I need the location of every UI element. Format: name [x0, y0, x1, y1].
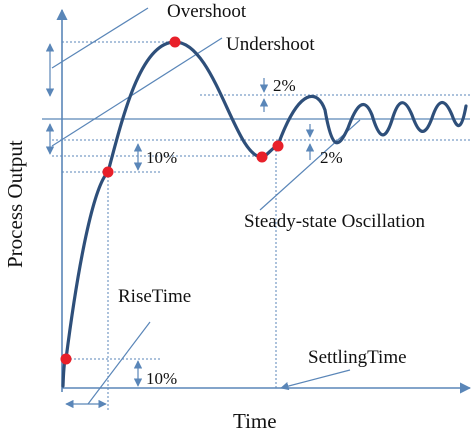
marker-peak-overshoot: [169, 36, 181, 48]
curve-markers: [60, 36, 284, 365]
undershoot-label: Undershoot: [226, 34, 315, 55]
marker-ninety-percent-point: [102, 166, 114, 178]
ten-percent-bottom-label: 10%: [146, 369, 177, 388]
dimension-arrows: [45, 43, 351, 409]
settling-time-arrow: [280, 369, 351, 391]
overshoot-label: Overshoot: [167, 1, 247, 22]
steady-state-oscillation-label: Steady-state Oscillation: [244, 211, 425, 232]
undershoot-leader: [51, 37, 223, 147]
band-upper-label: 2%: [273, 76, 296, 95]
x-axis-label: Time: [233, 409, 277, 431]
y-axis-label: Process Output: [3, 140, 27, 268]
rise-time-leader: [87, 321, 151, 405]
ten-percent-top-label: 10%: [146, 148, 177, 167]
marker-undershoot-min: [256, 151, 268, 163]
band-lower-label: 2%: [320, 148, 343, 167]
settling-time-label: SettlingTime: [308, 347, 407, 368]
rise-time-label: RiseTime: [118, 286, 191, 307]
overshoot-leader: [51, 7, 149, 69]
marker-ten-percent-point: [60, 353, 72, 365]
marker-settling-point: [272, 140, 284, 152]
